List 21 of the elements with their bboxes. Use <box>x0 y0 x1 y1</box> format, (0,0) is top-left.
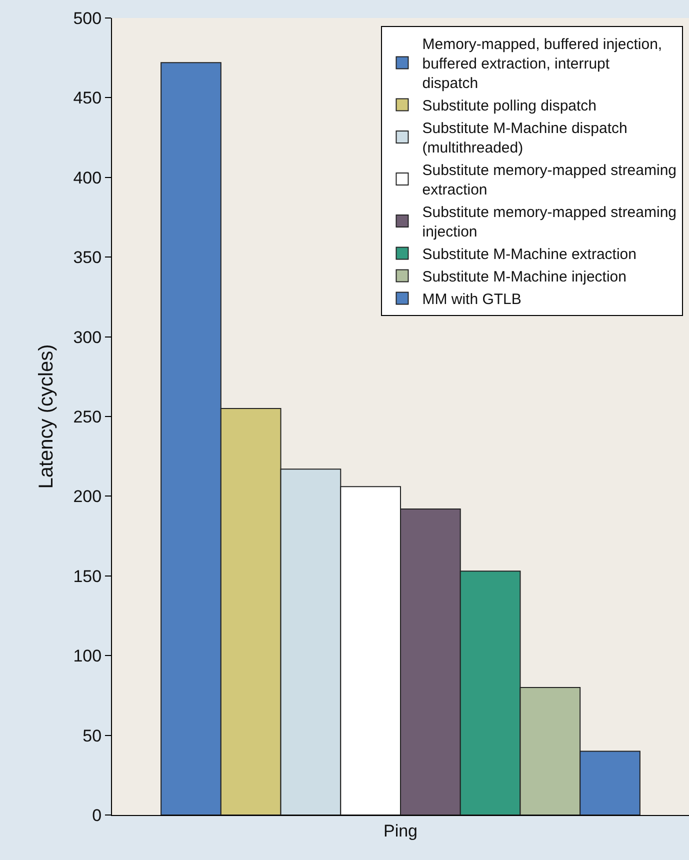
y-tick-label: 0 <box>92 806 102 825</box>
y-tick-label: 200 <box>73 487 102 506</box>
legend-label: Substitute polling dispatch <box>422 98 597 115</box>
legend-label: Substitute M-Machine extraction <box>422 246 636 264</box>
y-tick-label: 100 <box>73 646 102 666</box>
y-tick-label: 300 <box>73 328 102 347</box>
x-tick-label: Ping <box>383 821 418 840</box>
y-tick-label: 350 <box>73 248 102 268</box>
y-tick-label: 50 <box>82 726 102 746</box>
legend-label: Substitute memory-mapped streaming extraction <box>422 162 677 199</box>
legend-label: Substitute M-Machine injection <box>422 268 626 286</box>
y-tick-label: 150 <box>73 566 102 586</box>
y-tick-label: 450 <box>73 88 102 108</box>
legend-label: Substitute memory-mapped streaming injection <box>422 204 677 241</box>
legend-label: Memory-mapped, buffered injection, buffered extraction, interrupt dispatch <box>422 36 662 92</box>
y-axis-title: Latency (cycles) <box>36 344 58 489</box>
legend-label: MM with GTLB <box>422 291 522 308</box>
y-tick-label: 400 <box>73 168 102 188</box>
y-tick-label: 500 <box>73 8 102 28</box>
legend-label: Substitute M-Machine dispatch (multithreaded) <box>422 120 628 157</box>
y-tick-label: 250 <box>73 407 102 426</box>
